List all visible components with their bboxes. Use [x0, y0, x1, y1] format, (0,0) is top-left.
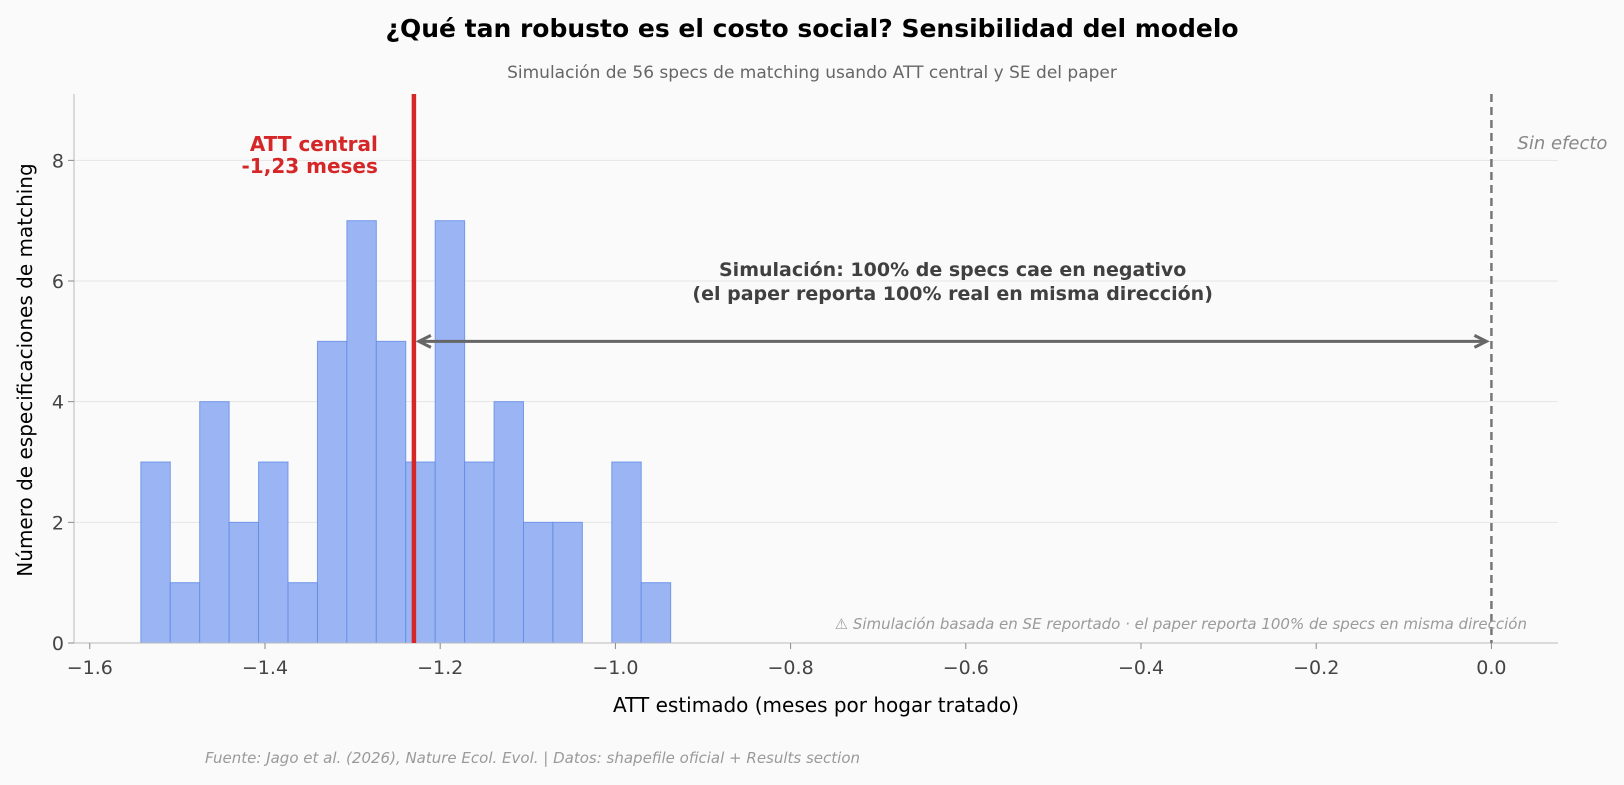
- arrow-head-right: [1473, 334, 1490, 349]
- arrow-annotation-line2: (el paper reporta 100% real en misma dir…: [692, 283, 1212, 305]
- y-tick-label: 6: [52, 271, 64, 293]
- arrow-head-left: [415, 334, 432, 349]
- y-tick-label: 4: [52, 392, 64, 414]
- source-note: Fuente: Jago et al. (2026), Nature Ecol.…: [205, 749, 860, 767]
- histogram-bar: [405, 461, 436, 644]
- histogram-bar: [199, 401, 230, 644]
- histogram-bar: [258, 461, 289, 644]
- histogram-bar: [140, 461, 171, 644]
- x-tick-label: −0.4: [1118, 657, 1164, 679]
- x-tick-label: −0.8: [768, 657, 814, 679]
- ticks-layer: −1.6 −1.4 −1.2 −1.0 −0.8 −0.6 −0.4 −0.2 0.0 0 2 4 6 8: [52, 150, 1507, 679]
- y-tick-label: 2: [52, 512, 64, 534]
- histogram-bar: [169, 582, 201, 644]
- x-tick-label: −1.0: [592, 657, 638, 679]
- central-att-value-label: -1,23 meses: [242, 154, 378, 178]
- y-tick-label: 8: [52, 150, 64, 172]
- histogram-bar: [228, 521, 260, 644]
- histogram-bar: [640, 582, 672, 644]
- histogram-bar: [522, 521, 554, 644]
- x-tick-label: −1.6: [67, 657, 113, 679]
- histogram-bar: [346, 220, 377, 644]
- x-tick-label: −1.2: [417, 657, 463, 679]
- x-tick-label: 0.0: [1476, 657, 1506, 679]
- chart-title: ¿Qué tan robusto es el costo social? Sen…: [385, 14, 1238, 43]
- x-tick-label: −1.4: [242, 657, 288, 679]
- axes-layer: [73, 94, 1558, 644]
- histogram-bar: [493, 401, 524, 644]
- x-axis-label: ATT estimado (meses por hogar tratado): [613, 693, 1019, 717]
- chart-subtitle: Simulación de 56 specs de matching usand…: [507, 63, 1117, 83]
- histogram-bar: [464, 461, 495, 644]
- y-axis-label: Número de especificaciones de matching: [13, 163, 37, 576]
- y-tick-label: 0: [52, 633, 64, 655]
- histogram-bar: [287, 582, 318, 644]
- no-effect-label: Sin efecto: [1517, 133, 1607, 154]
- simulation-note: ⚠ Simulación basada en SE reportado · el…: [835, 615, 1527, 633]
- bars-layer: [140, 220, 672, 644]
- x-tick-label: −0.6: [943, 657, 989, 679]
- histogram-bar: [375, 340, 407, 644]
- histogram-bar: [316, 340, 348, 644]
- central-att-label: ATT central: [250, 132, 378, 156]
- arrow-annotation-line1: Simulación: 100% de specs cae en negativ…: [719, 259, 1186, 281]
- histogram-bar: [434, 220, 466, 644]
- histogram-bar: [611, 461, 642, 644]
- annotations-layer: ATT central-1,23 meses Sin efecto Simulaci…: [242, 94, 1607, 643]
- histogram-bar: [552, 521, 583, 644]
- x-tick-label: −0.2: [1293, 657, 1339, 679]
